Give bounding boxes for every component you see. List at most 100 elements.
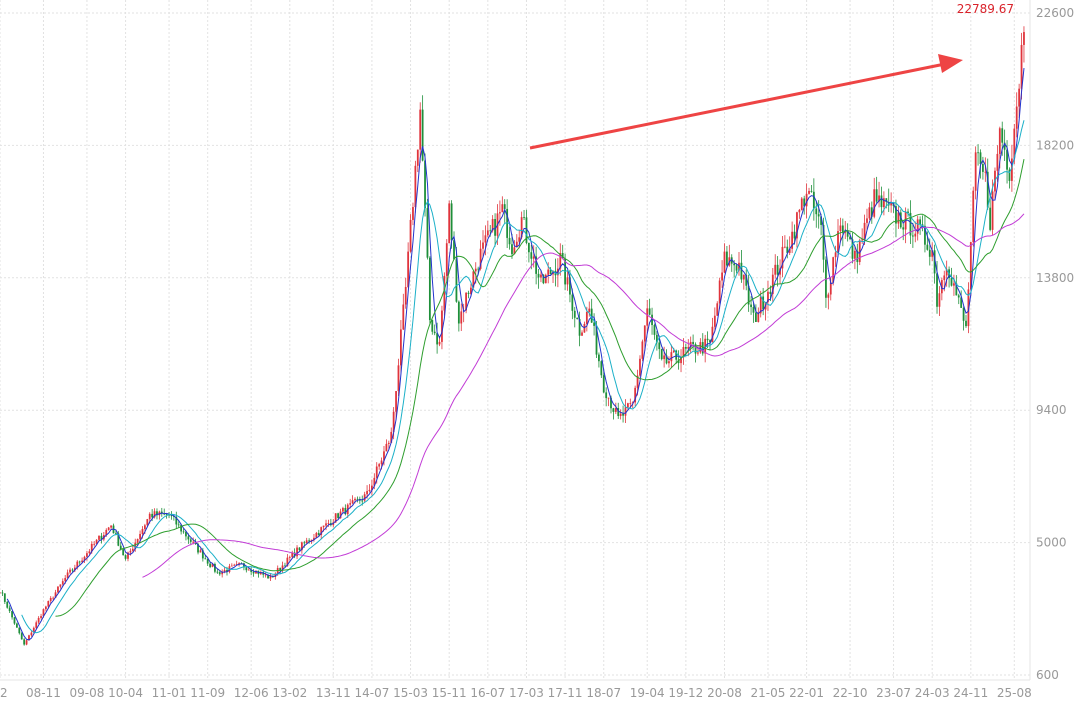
candle-body [315, 532, 318, 538]
candle [899, 209, 902, 229]
candle [1018, 83, 1021, 119]
candle-body [409, 219, 412, 252]
candle [767, 280, 769, 312]
candle-body [602, 375, 605, 393]
candle-body [64, 577, 67, 582]
candle [796, 211, 798, 248]
candle-body [890, 202, 893, 206]
candle [882, 191, 885, 216]
candle-body [281, 565, 284, 571]
candle-body [354, 498, 356, 501]
candle [201, 547, 204, 562]
candle-body [0, 592, 1, 594]
candle-body [18, 627, 21, 634]
candle-body [387, 442, 390, 444]
candle-body [991, 191, 994, 230]
candle-body [1, 592, 4, 594]
candle-body [284, 565, 286, 567]
candle [907, 208, 909, 217]
x-tick-label: 10-04 [108, 686, 143, 700]
x-tick-label: 20-08 [707, 686, 742, 700]
candle-body [32, 627, 35, 633]
candle-body [914, 233, 917, 237]
candle-body [849, 236, 851, 240]
candle [1015, 92, 1018, 138]
candle [663, 346, 666, 368]
candle-body [250, 569, 253, 572]
x-tick-label: 13-02 [272, 686, 307, 700]
candle-body [1010, 158, 1013, 181]
candle [252, 569, 255, 577]
candle [747, 274, 750, 312]
candle-body [303, 542, 306, 544]
candle-body [745, 274, 748, 286]
candle-body [334, 513, 337, 523]
candle [371, 479, 373, 496]
candle [199, 548, 202, 553]
candle-body [286, 557, 289, 567]
candle [921, 215, 924, 232]
candle [86, 550, 88, 561]
candle-body [238, 563, 240, 565]
candle [499, 200, 501, 226]
candle-body [817, 214, 820, 217]
candle-body [383, 451, 385, 461]
candle-body [996, 153, 999, 171]
candle [694, 342, 697, 363]
candle-body [57, 586, 59, 593]
candle-body [675, 350, 678, 360]
candle [953, 274, 955, 296]
candle [214, 562, 216, 574]
candle-body [351, 500, 354, 504]
candle [397, 358, 400, 397]
candle-body [404, 287, 407, 305]
candle-body [752, 307, 755, 313]
candle [535, 246, 538, 285]
candle-body [926, 244, 929, 250]
candle [670, 344, 673, 368]
candle-body [834, 252, 837, 258]
candle [414, 160, 417, 213]
candle [351, 495, 354, 505]
candle-body [366, 491, 368, 495]
candle-body [153, 511, 156, 518]
candle [808, 187, 810, 195]
candle-body [846, 230, 849, 237]
candle-body [16, 623, 18, 628]
candle [680, 349, 682, 373]
candle-body [950, 278, 953, 286]
candle [443, 272, 446, 316]
candle [873, 177, 876, 219]
candle-body [573, 310, 576, 318]
candle [706, 331, 709, 349]
candle-body [873, 189, 876, 217]
candle-body [402, 304, 405, 330]
candle-body [974, 152, 977, 191]
candle-body [192, 541, 195, 543]
candle-body [441, 310, 443, 342]
candle [356, 496, 359, 503]
candle-body [428, 257, 431, 321]
candle [837, 219, 839, 258]
candle [598, 352, 600, 368]
candle [812, 178, 815, 221]
candle-body [78, 561, 81, 563]
candle-body [40, 616, 42, 618]
x-tick-label: 11-09 [190, 686, 225, 700]
candle [1023, 26, 1025, 63]
candle [537, 269, 540, 289]
candle [986, 158, 989, 210]
candle [581, 330, 583, 336]
candle [781, 235, 784, 278]
candle [185, 531, 187, 541]
candle [757, 307, 760, 323]
candle-body [899, 212, 902, 228]
candle-body [88, 551, 91, 554]
candle [44, 605, 47, 612]
candle [701, 333, 704, 356]
candle-body [209, 563, 212, 567]
candle-body [424, 160, 426, 209]
candle [515, 234, 518, 248]
candle-body [6, 601, 9, 608]
candle-body [735, 265, 738, 271]
